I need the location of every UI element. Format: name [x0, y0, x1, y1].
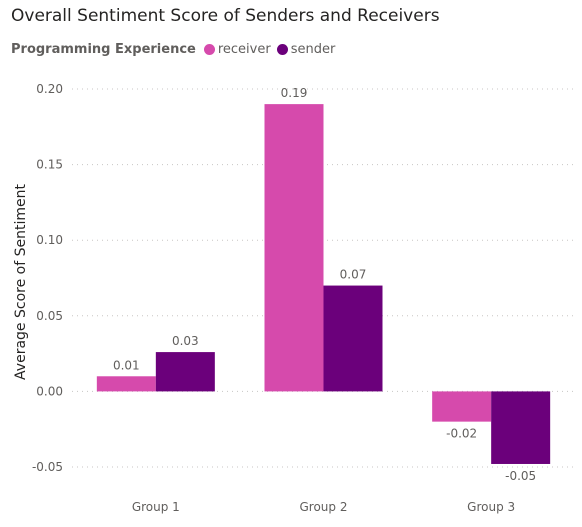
data-label: 0.19: [281, 86, 308, 100]
bar-sender-3: [491, 391, 551, 464]
data-label: -0.05: [505, 469, 536, 483]
legend-swatch-receiver: [203, 44, 215, 55]
y-tick-label: 0.10: [36, 233, 63, 247]
legend-item-receiver[interactable]: receiver: [203, 42, 271, 57]
legend-label-sender: sender: [290, 42, 336, 57]
legend-swatch-sender: [276, 44, 288, 55]
bar-receiver-1: [96, 376, 156, 392]
y-tick-label: 0.15: [36, 158, 63, 172]
x-tick-label: Group 2: [300, 500, 348, 514]
x-tick-label: Group 1: [132, 500, 180, 514]
data-label: 0.03: [172, 334, 199, 348]
x-tick-label: Group 3: [467, 500, 515, 514]
data-label: -0.02: [446, 427, 477, 441]
chart-title: Overall Sentiment Score of Senders and R…: [11, 6, 440, 26]
bar-receiver-2: [264, 104, 324, 392]
y-tick-label: 0.20: [36, 82, 63, 96]
y-tick-label: 0.00: [36, 384, 63, 398]
y-axis-label: Average Score of Sentiment: [13, 184, 29, 380]
data-label: 0.01: [113, 358, 140, 372]
bar-receiver-3: [432, 391, 492, 422]
legend-title: Programming Experience: [11, 42, 196, 57]
bar-sender-2: [323, 285, 383, 392]
y-tick-label: 0.05: [36, 309, 63, 323]
legend-item-sender[interactable]: sender: [276, 42, 336, 57]
y-tick-label: -0.05: [32, 460, 63, 474]
legend: Programming Experience receiver sender: [11, 42, 341, 57]
bar-sender-1: [155, 352, 215, 392]
legend-label-receiver: receiver: [217, 42, 271, 57]
data-label: 0.07: [340, 268, 367, 282]
